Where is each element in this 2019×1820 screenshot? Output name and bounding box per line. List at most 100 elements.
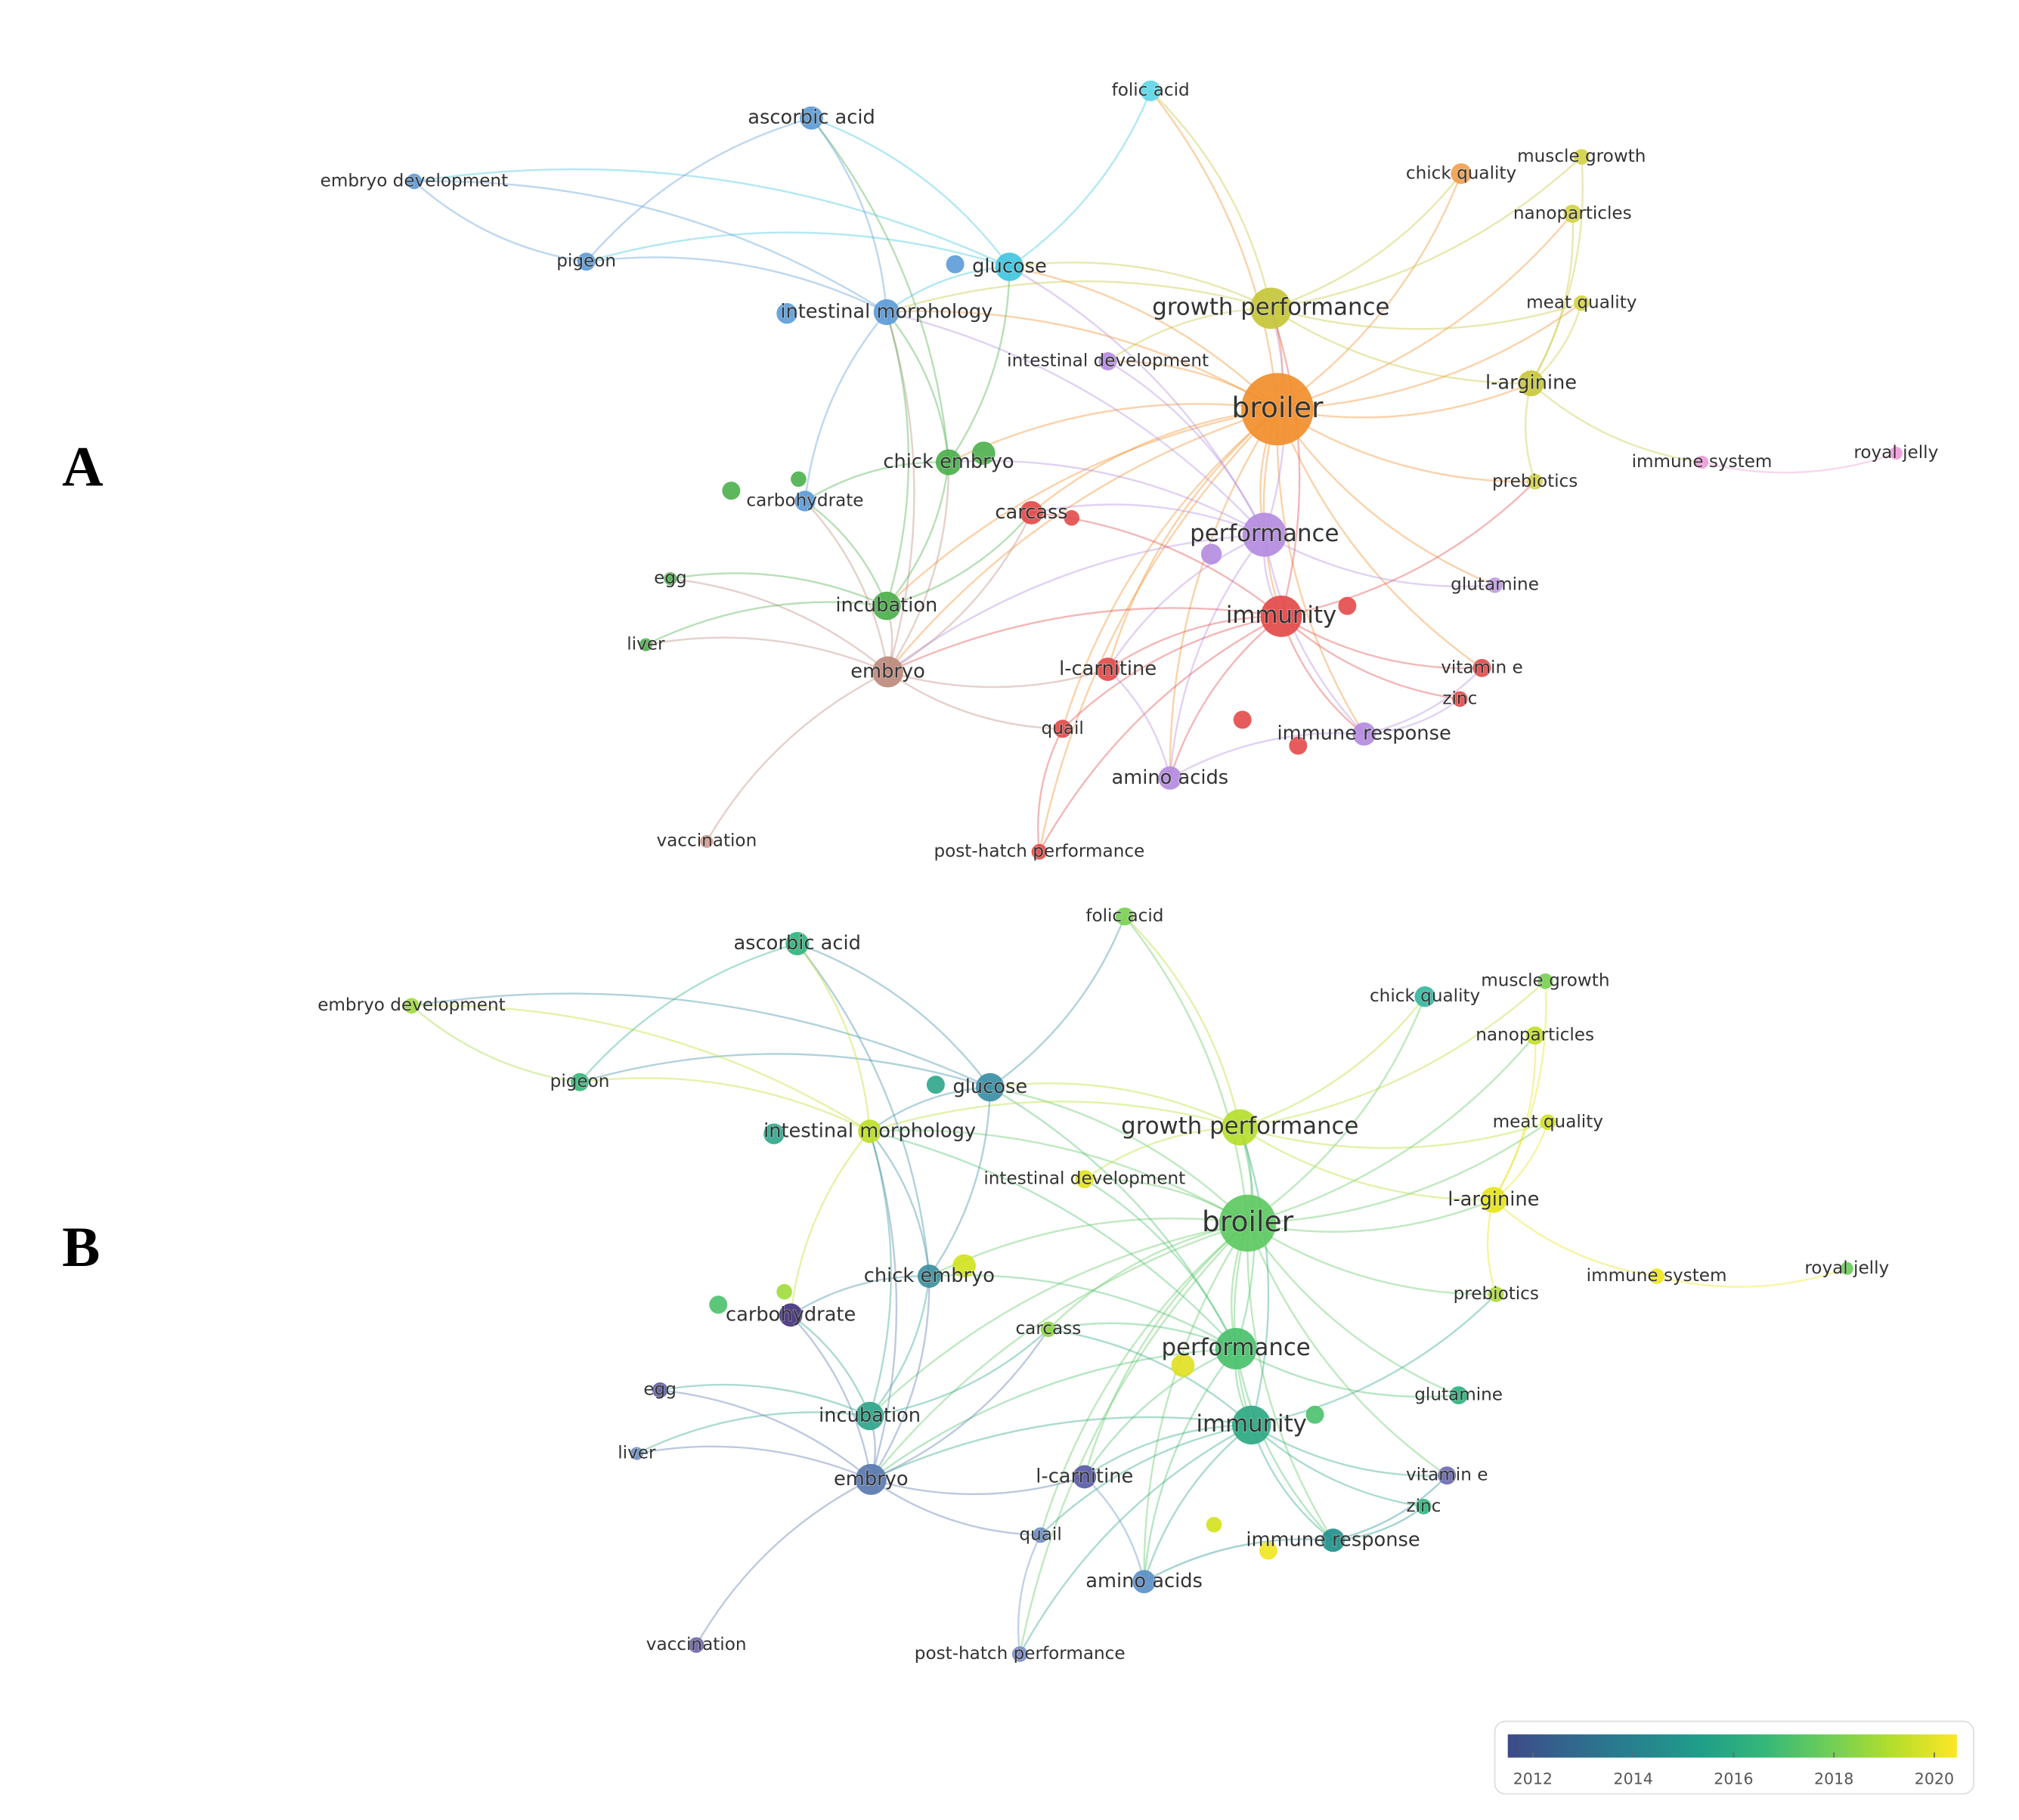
edge (810, 117, 888, 313)
node (688, 1637, 704, 1653)
edge (1030, 408, 1278, 514)
edge (1169, 408, 1278, 778)
edge (886, 311, 1265, 536)
node (1075, 1170, 1094, 1189)
edge (1246, 1222, 1497, 1295)
edge (670, 577, 889, 673)
edge (1247, 1199, 1494, 1233)
node (776, 302, 797, 324)
node-label: vaccination (656, 831, 757, 851)
node-label: pigeon (556, 252, 616, 271)
node (1480, 1187, 1507, 1213)
node (1011, 1646, 1028, 1662)
node-label: glucose (972, 255, 1047, 278)
node-label: performance (1190, 520, 1339, 547)
legend-tick-label: 2020 (1915, 1770, 1954, 1788)
node-label: embryo (834, 1468, 909, 1490)
node (652, 1382, 668, 1398)
edge (790, 1314, 871, 1416)
node-label: ascorbic acid (748, 107, 875, 129)
node (1096, 658, 1120, 681)
node (1518, 370, 1544, 397)
node (794, 491, 816, 512)
legend-tick-label: 2016 (1714, 1770, 1753, 1788)
edge (1048, 1322, 1237, 1350)
node-label: broiler (1231, 391, 1324, 424)
node-label: l-carnitine (1036, 1465, 1133, 1487)
node-label: zinc (1406, 1497, 1441, 1516)
node-label: performance (1162, 1334, 1311, 1361)
node (1040, 1321, 1057, 1338)
edge (705, 670, 889, 842)
edge (1107, 361, 1265, 535)
node (1488, 1286, 1504, 1302)
edge (948, 460, 1265, 536)
edge (1031, 503, 1265, 536)
edge (1143, 1424, 1253, 1582)
node-label: intestinal morphology (763, 1119, 976, 1142)
edge (886, 310, 1278, 410)
edge (1019, 1424, 1253, 1655)
edge (869, 1130, 1237, 1350)
node (722, 481, 741, 500)
edge (929, 1274, 1237, 1350)
edge (1277, 408, 1535, 483)
node-label: ascorbic acid (733, 932, 860, 955)
node (1416, 1499, 1432, 1515)
edge (1486, 1199, 1497, 1295)
node (855, 1401, 884, 1431)
edge (885, 462, 950, 607)
node (1020, 500, 1044, 525)
node (1031, 843, 1048, 860)
edge (1107, 534, 1265, 670)
edges (410, 915, 1847, 1655)
edge (1276, 408, 1483, 669)
node (855, 1463, 887, 1495)
edge (1492, 981, 1547, 1201)
edge (1251, 1293, 1497, 1426)
node-label: glucose (952, 1076, 1027, 1098)
node-label: chick embryo (864, 1264, 995, 1287)
edge (1280, 481, 1536, 618)
node (1249, 287, 1292, 330)
node (1338, 596, 1357, 615)
edge (579, 942, 798, 1083)
edge (1270, 173, 1462, 309)
edge (1239, 995, 1426, 1128)
edge (1235, 1348, 1459, 1398)
node-label: liver (618, 1444, 656, 1463)
edge (1270, 308, 1301, 617)
edge (1530, 213, 1575, 384)
node (1695, 456, 1709, 469)
node (700, 834, 714, 848)
edge (1246, 1222, 1460, 1397)
edge (870, 1276, 931, 1481)
node-label: pigeon (550, 1072, 610, 1091)
node (1200, 543, 1222, 565)
node-label: muscle growth (1481, 971, 1609, 991)
edge (636, 1445, 872, 1481)
node (1649, 1268, 1664, 1284)
node (935, 449, 962, 475)
node (995, 252, 1024, 281)
node-label: growth performance (1121, 1113, 1358, 1140)
node (858, 1119, 881, 1144)
node-label: prebiotics (1454, 1284, 1539, 1304)
edge (1038, 615, 1282, 853)
edge (870, 1329, 1049, 1481)
edge (1702, 452, 1897, 474)
node-label: embryo development (317, 995, 506, 1015)
node (1233, 710, 1252, 729)
node-label: immunity (1196, 1410, 1306, 1438)
node (872, 656, 904, 688)
edge (1250, 1425, 1334, 1541)
edge (1008, 90, 1152, 268)
edge (1656, 1268, 1847, 1288)
edge (413, 181, 587, 263)
legend-tick-label: 2014 (1614, 1770, 1653, 1788)
node-label: growth performance (1152, 293, 1389, 320)
node (1840, 1261, 1853, 1275)
node-label: immune system (1632, 452, 1773, 472)
node (1240, 373, 1314, 446)
